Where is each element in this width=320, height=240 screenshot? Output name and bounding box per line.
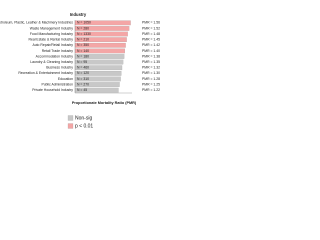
y-tick-label: Public Administration	[42, 82, 74, 86]
y-tick-label: Retail Trade Industry	[42, 49, 74, 53]
bar-label: N = 210	[77, 38, 89, 42]
y-tick-label: Real Estate & Rental Industry	[29, 38, 74, 42]
y-tick-label: Auto Repair/Retail Industry	[32, 43, 73, 47]
value-label: PMR = 1.25	[142, 82, 160, 86]
y-tick-label: Education	[58, 77, 73, 81]
value-label: PMR = 1.48	[142, 32, 160, 36]
bar-label: N = 280	[77, 26, 89, 30]
bar-label: N = 270	[77, 82, 89, 86]
bar-label: N = 140	[77, 49, 89, 53]
bar-label: N = 310	[77, 77, 89, 81]
value-label: PMR = 1.35	[142, 60, 160, 64]
chart: Industry Proportionate Mortality Ratio (…	[0, 12, 160, 129]
bar-label: N = 1330	[77, 32, 91, 36]
legend-label: Non-sig	[75, 115, 92, 121]
value-label: PMR = 1.38	[142, 54, 160, 58]
legend-swatch	[67, 115, 74, 121]
y-tick-label: Private Household Industry	[32, 88, 73, 92]
bar-label: N = 460	[77, 66, 89, 70]
value-label: PMR = 1.30	[142, 71, 160, 75]
value-label: PMR = 1.52	[142, 26, 160, 30]
bar-label: N = 95	[77, 60, 87, 64]
bar-label: N = 1050	[77, 21, 91, 25]
y-tick-label: Laundry & Cleaning Industry	[30, 60, 73, 64]
y-tick-label: Food Manufacturing Industry	[30, 32, 73, 36]
y-tick-label: Waste Management Industry	[30, 26, 74, 30]
value-label: PMR = 1.45	[142, 38, 160, 42]
y-tick-label: Petroleum, Plastic, Leather & Machinery …	[0, 21, 73, 25]
bar-label: N = 45	[77, 88, 87, 92]
value-label: PMR = 1.56	[142, 21, 160, 25]
y-tick-label: Accommodation Industry	[36, 54, 74, 58]
value-label: PMR = 1.28	[142, 77, 160, 81]
bar-label: N = 120	[77, 71, 89, 75]
value-label: PMR = 1.22	[142, 88, 160, 92]
chart-title: Industry	[70, 12, 87, 17]
legend-swatch	[67, 123, 74, 129]
y-tick-label: Recreation & Entertainment Industry	[18, 71, 73, 75]
bar-label: N = 180	[77, 54, 89, 58]
x-axis-label: Proportionate Mortality Ratio (PMR)	[72, 101, 137, 105]
value-label: PMR = 1.32	[142, 66, 160, 70]
y-tick-label: Business Industry	[46, 66, 73, 70]
value-label: PMR = 1.42	[142, 43, 160, 47]
bar-label: N = 350	[77, 43, 89, 47]
value-label: PMR = 1.40	[142, 49, 160, 53]
legend-label: p < 0.01	[75, 123, 93, 129]
